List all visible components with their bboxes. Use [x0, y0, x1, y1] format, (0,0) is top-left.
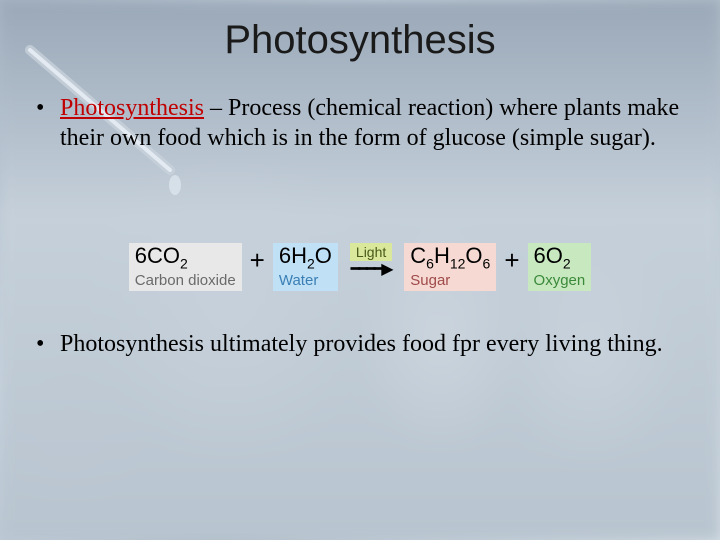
bullet-list: Photosynthesis – Process (chemical react… [30, 93, 690, 153]
formula-h2o: 6H2O [279, 245, 332, 270]
product-sugar: C6H12O6 Sugar [404, 243, 496, 291]
term-photosynthesis: Photosynthesis [60, 95, 204, 121]
reactant-h2o: 6H2O Water [273, 243, 338, 291]
plus-icon: + [504, 245, 519, 290]
photosynthesis-equation: 6CO2 Carbon dioxide + 6H2O Water Light ━… [30, 243, 690, 291]
label-h2o: Water [279, 272, 318, 289]
label-co2: Carbon dioxide [135, 272, 236, 289]
plus-icon: + [250, 245, 265, 290]
slide-content: Photosynthesis Photosynthesis – Process … [0, 0, 720, 359]
reaction-arrow: Light ━━━━▶ [346, 243, 396, 279]
arrow-icon: ━━━━▶ [351, 259, 392, 279]
reactant-co2: 6CO2 Carbon dioxide [129, 243, 242, 291]
formula-co2: 6CO2 [135, 245, 188, 270]
label-sugar: Sugar [410, 272, 450, 289]
slide-title: Photosynthesis [30, 18, 690, 63]
bullet-list-2: Photosynthesis ultimately provides food … [30, 329, 690, 359]
formula-sugar: C6H12O6 [410, 245, 490, 270]
bullet-conclusion: Photosynthesis ultimately provides food … [30, 329, 690, 359]
label-o2: Oxygen [534, 272, 586, 289]
bullet-definition: Photosynthesis – Process (chemical react… [30, 93, 690, 153]
formula-o2: 6O2 [534, 245, 571, 270]
product-oxygen: 6O2 Oxygen [528, 243, 592, 291]
